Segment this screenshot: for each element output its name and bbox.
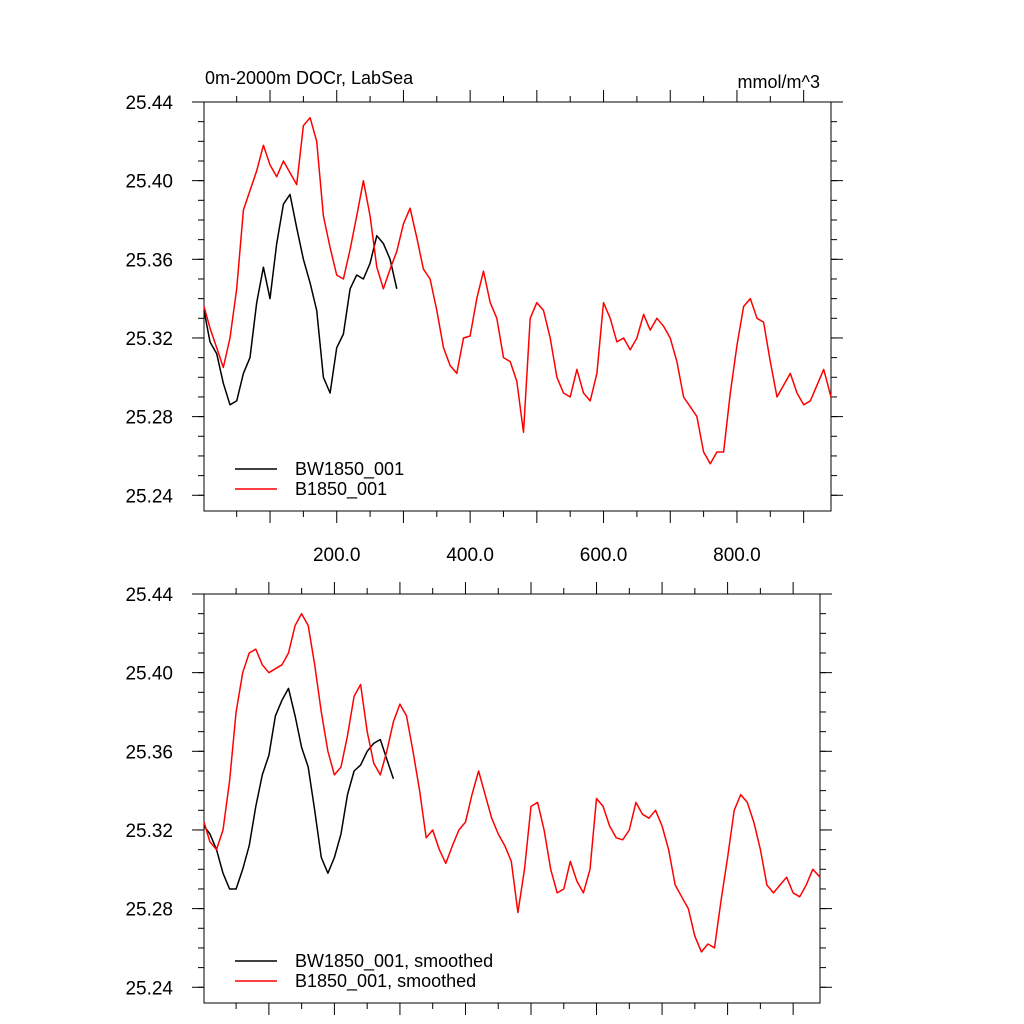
y-tick-label: 25.24 xyxy=(125,978,173,999)
y-tick-label: 25.24 xyxy=(125,486,173,507)
x-tick-label: 600.0 xyxy=(580,545,628,566)
y-tick-label: 25.36 xyxy=(125,742,173,763)
units-label: mmol/m^3 xyxy=(738,72,820,92)
series-line-1 xyxy=(203,687,395,890)
series-line-2 xyxy=(203,116,832,465)
y-tick-label: 25.28 xyxy=(125,900,173,921)
legend-label-series-2: B1850_001 xyxy=(295,479,387,500)
legend-label-series-1: BW1850_001, smoothed xyxy=(295,951,493,972)
x-tick-labels: 200.0 400.0 600.0 800.0 xyxy=(313,545,761,566)
y-tick-label: 25.36 xyxy=(125,250,173,271)
y-tick-labels: 25.44 25.40 25.36 25.32 25.28 25.24 xyxy=(125,585,173,999)
legend-label-series-1: BW1850_001 xyxy=(295,459,404,480)
plot-frame xyxy=(203,101,832,512)
y-tick-label: 25.32 xyxy=(125,329,173,350)
x-tick-label: 400.0 xyxy=(446,545,494,566)
legend: BW1850_001 B1850_001 xyxy=(235,459,404,500)
y-tick-label: 25.28 xyxy=(125,408,173,429)
plot-frame xyxy=(203,593,821,1004)
x-tick-label: 800.0 xyxy=(713,545,761,566)
x-tick-label: 200.0 xyxy=(313,545,361,566)
y-tick-label: 25.44 xyxy=(125,93,173,114)
series-lines xyxy=(203,612,821,953)
axis-ticks xyxy=(192,90,843,523)
series-line-2 xyxy=(203,612,821,953)
chart-panel-top: 0m-2000m DOCr, LabSea mmol/m^3 25.44 25.… xyxy=(125,68,843,566)
y-tick-labels: 25.44 25.40 25.36 25.32 25.28 25.24 xyxy=(125,93,173,507)
chart-panel-bottom: 25.44 25.40 25.36 25.32 25.28 25.24 BW18… xyxy=(125,582,832,1015)
y-tick-label: 25.32 xyxy=(125,821,173,842)
y-tick-label: 25.44 xyxy=(125,585,173,606)
y-tick-label: 25.40 xyxy=(125,172,173,193)
legend-label-series-2: B1850_001, smoothed xyxy=(295,971,476,992)
series-lines xyxy=(203,116,832,465)
axis-ticks xyxy=(192,582,832,1015)
chart-title: 0m-2000m DOCr, LabSea xyxy=(205,68,414,88)
series-line-1 xyxy=(203,193,398,406)
legend: BW1850_001, smoothed B1850_001, smoothed xyxy=(235,951,493,992)
y-tick-label: 25.40 xyxy=(125,664,173,685)
